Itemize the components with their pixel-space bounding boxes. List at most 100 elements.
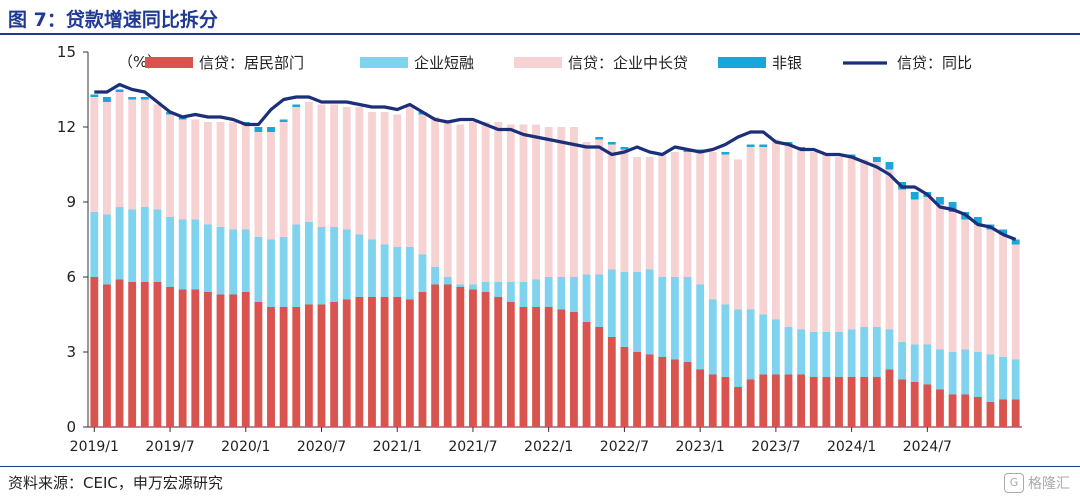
bar-short-term xyxy=(368,239,376,297)
bar-short-term xyxy=(973,352,982,397)
bar-short-term xyxy=(910,344,919,382)
bar-mid-long xyxy=(973,224,982,352)
title-bar: 图 7：贷款增速同比拆分 xyxy=(0,0,1080,36)
bar-household xyxy=(557,309,566,427)
bar-short-term xyxy=(860,327,869,377)
bar-short-term xyxy=(835,332,843,377)
bar-household xyxy=(330,302,339,427)
bar-short-term xyxy=(229,229,238,295)
bar-mid-long xyxy=(506,124,515,282)
bar-mid-long xyxy=(999,234,1007,357)
bar-household xyxy=(90,277,99,427)
bar-mid-long xyxy=(948,212,957,352)
x-tick-label: 2021/1 xyxy=(373,439,422,455)
bar-household xyxy=(999,399,1007,427)
bar-mid-long xyxy=(317,104,326,227)
bar-household xyxy=(683,362,692,427)
bar-short-term xyxy=(153,209,162,282)
bar-nonbank xyxy=(746,144,755,147)
bars-layer xyxy=(90,89,1020,427)
y-tick-label: 12 xyxy=(57,118,76,136)
bar-household xyxy=(923,384,932,427)
bar-household xyxy=(809,377,818,427)
bar-household xyxy=(203,292,212,427)
bar-short-term xyxy=(822,332,831,377)
bar-short-term xyxy=(330,227,339,302)
bar-household xyxy=(304,304,313,427)
bar-mid-long xyxy=(405,107,414,247)
bar-nonbank xyxy=(90,94,99,97)
bar-household xyxy=(431,284,440,427)
bar-nonbank xyxy=(885,162,894,170)
bar-mid-long xyxy=(115,92,124,207)
bar-short-term xyxy=(809,332,818,377)
bar-short-term xyxy=(342,229,351,300)
bar-mid-long xyxy=(342,107,351,230)
bar-short-term xyxy=(494,282,503,297)
bar-short-term xyxy=(103,214,111,285)
bar-mid-long xyxy=(696,152,705,285)
bar-household xyxy=(696,369,705,427)
x-tick-label: 2023/1 xyxy=(676,439,725,455)
bar-household xyxy=(456,287,465,427)
bar-mid-long xyxy=(784,144,793,327)
bar-short-term xyxy=(393,247,402,297)
y-tick-label: 15 xyxy=(57,43,76,61)
bar-mid-long xyxy=(216,122,225,227)
bar-short-term xyxy=(961,349,970,395)
bar-household xyxy=(368,297,376,427)
bar-household xyxy=(519,307,528,427)
bar-mid-long xyxy=(809,152,818,332)
bar-mid-long xyxy=(1011,244,1020,360)
bar-nonbank xyxy=(721,152,730,155)
legend-label-household: 信贷：居民部门 xyxy=(199,54,304,72)
bar-short-term xyxy=(607,269,616,337)
bar-mid-long xyxy=(431,117,440,267)
bar-short-term xyxy=(481,282,490,292)
bar-nonbank xyxy=(103,97,111,102)
bar-mid-long xyxy=(456,124,465,285)
bar-household xyxy=(582,322,591,427)
bar-household xyxy=(494,297,503,427)
bar-household xyxy=(570,312,578,427)
bar-mid-long xyxy=(746,147,755,310)
bar-nonbank xyxy=(607,142,616,145)
bar-mid-long xyxy=(279,122,288,237)
bar-mid-long xyxy=(90,97,99,212)
bar-short-term xyxy=(443,277,452,285)
bar-household xyxy=(910,382,919,427)
bar-mid-long xyxy=(292,107,301,225)
bar-nonbank xyxy=(140,97,149,100)
bar-nonbank xyxy=(115,89,124,92)
bar-mid-long xyxy=(822,154,831,332)
y-tick-label: 0 xyxy=(66,418,76,436)
bar-short-term xyxy=(936,349,944,390)
bar-mid-long xyxy=(140,99,149,207)
bar-household xyxy=(544,307,553,427)
bar-mid-long xyxy=(519,124,528,282)
bar-short-term xyxy=(633,272,641,352)
bar-household xyxy=(393,297,402,427)
bar-household xyxy=(532,307,540,427)
bar-short-term xyxy=(696,284,705,370)
bar-mid-long xyxy=(620,149,629,272)
bar-short-term xyxy=(986,354,995,402)
bar-household xyxy=(645,354,654,427)
bar-short-term xyxy=(872,327,881,377)
bar-short-term xyxy=(759,314,768,375)
bar-household xyxy=(658,357,667,427)
bar-nonbank xyxy=(948,202,957,212)
bar-household xyxy=(936,389,944,427)
legend-layer: 信贷：居民部门 企业短融 信贷：企业中长贷 非银 信贷：同比 xyxy=(145,54,972,72)
bar-short-term xyxy=(746,309,755,380)
bar-nonbank xyxy=(595,137,604,140)
bar-household xyxy=(797,374,806,427)
bar-mid-long xyxy=(178,119,187,220)
bar-mid-long xyxy=(368,112,376,240)
bar-short-term xyxy=(948,352,957,395)
x-tick-label: 2022/1 xyxy=(524,439,573,455)
bar-mid-long xyxy=(835,157,843,332)
x-tick-label: 2019/1 xyxy=(70,439,119,455)
legend-swatch-nonbank xyxy=(718,57,766,68)
